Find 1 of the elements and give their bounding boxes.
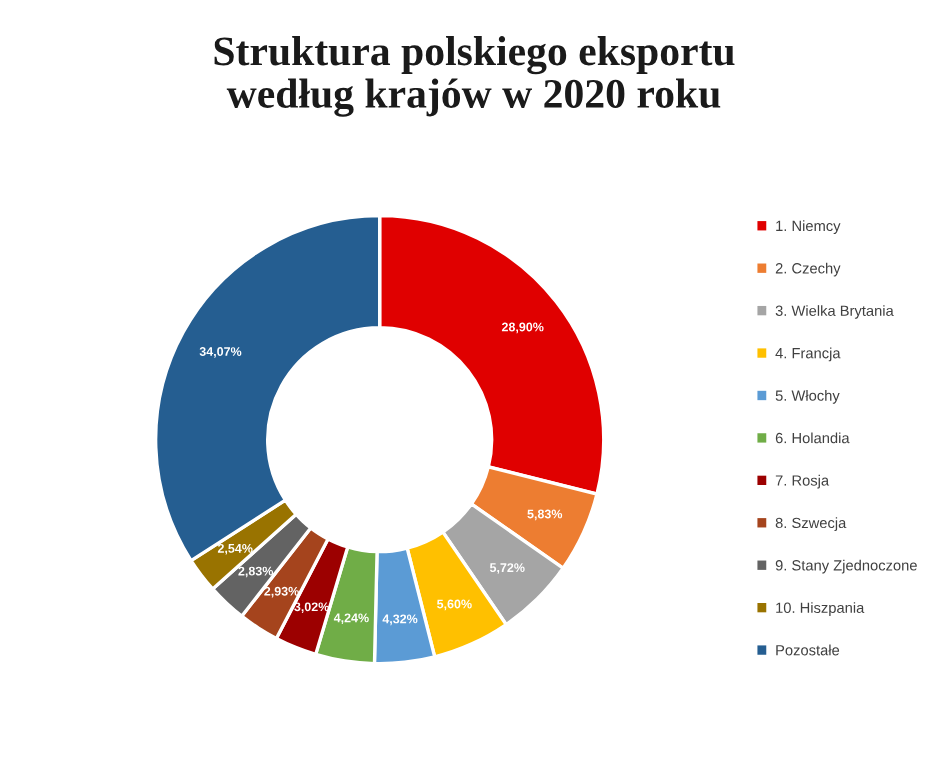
- chart-title: Struktura polskiego eksportu według krajów w 2020 roku: [214, 36, 735, 117]
